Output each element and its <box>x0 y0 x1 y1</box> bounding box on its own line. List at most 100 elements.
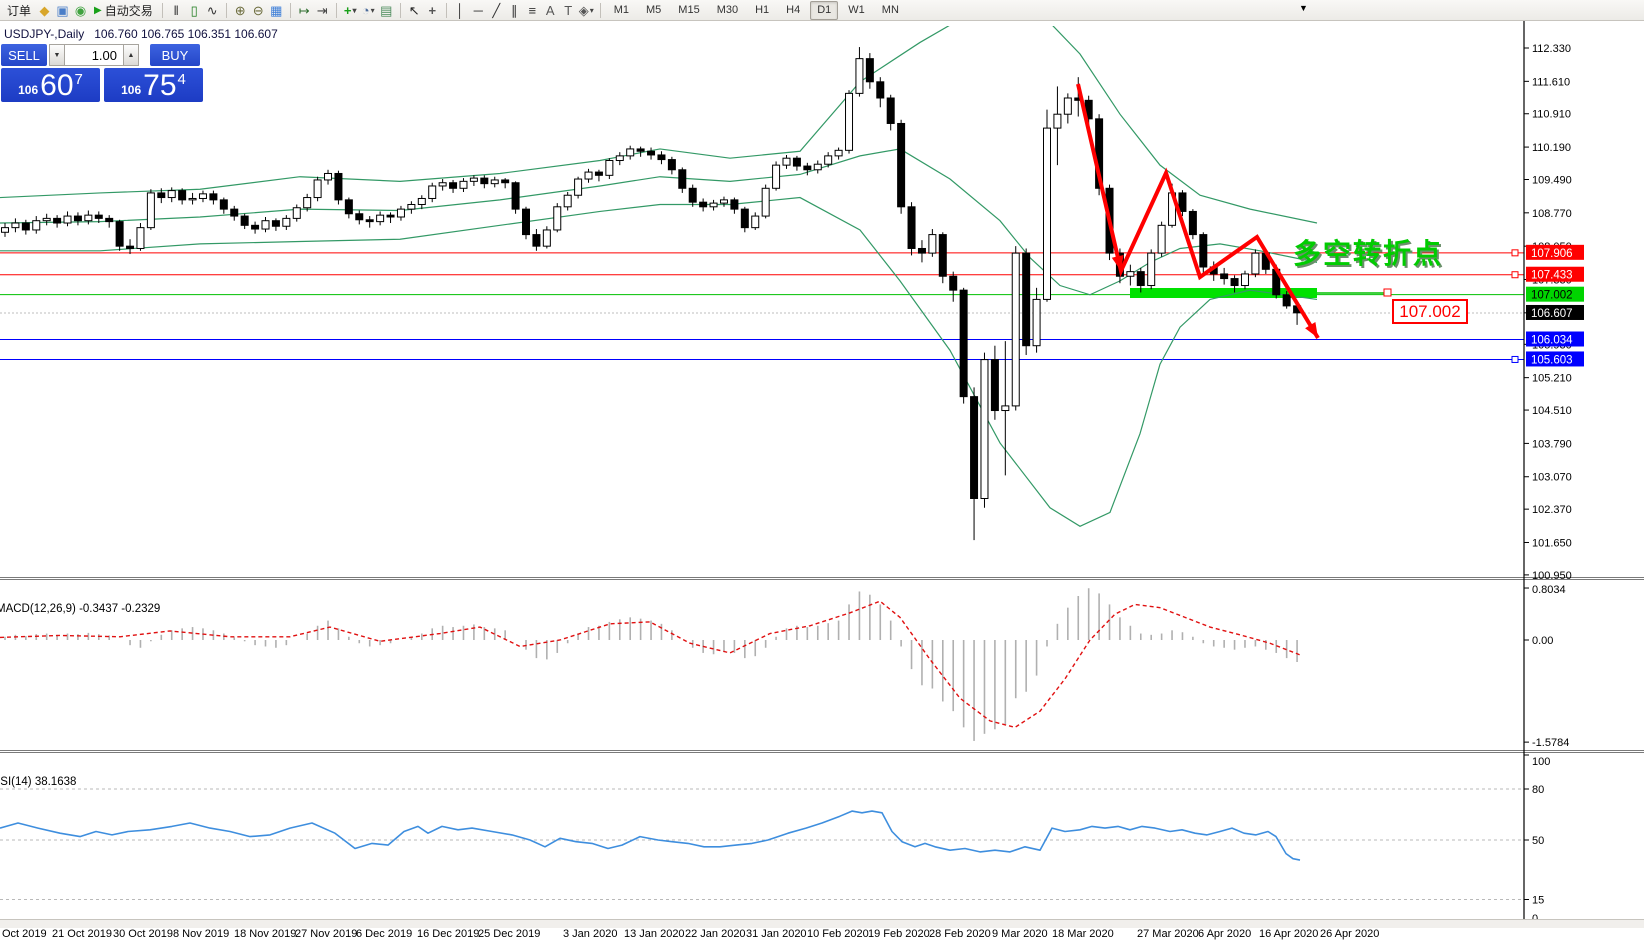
horizontal-line-icon[interactable]: ─ <box>473 2 483 18</box>
svg-text:9 Mar 2020: 9 Mar 2020 <box>992 928 1048 940</box>
svg-text:103.790: 103.790 <box>1532 438 1572 450</box>
toolbar-separator <box>335 2 337 18</box>
sell-button[interactable]: SELL <box>1 44 47 66</box>
candlestick-chart-icon[interactable]: ▯ <box>190 2 198 18</box>
price-label-107.002: 107.002 <box>1526 286 1584 302</box>
dropdown-caret-icon: ▾ <box>370 5 375 15</box>
svg-text:Oct 2019: Oct 2019 <box>2 928 47 940</box>
chart-canvas: 112.330 111.610 110.910 110.190 109.490 108.7… <box>0 21 1644 940</box>
svg-text:108.770: 108.770 <box>1532 208 1572 220</box>
timeframe-mn-button[interactable]: MN <box>881 4 899 16</box>
toolbar-separator <box>399 2 401 18</box>
text-label-icon[interactable]: T <box>564 2 573 18</box>
svg-text:22 Jan 2020: 22 Jan 2020 <box>685 928 746 940</box>
timeframe-m15-button[interactable]: M15 <box>678 4 700 16</box>
svg-text:0.8034: 0.8034 <box>1532 584 1566 596</box>
svg-text:50: 50 <box>1532 835 1544 847</box>
arrows-icon[interactable]: ◈ ▾ <box>578 2 594 18</box>
support-zone-highlight[interactable] <box>1130 288 1317 298</box>
svg-text:25 Dec 2019: 25 Dec 2019 <box>478 928 540 940</box>
fibonacci-icon[interactable]: ≡ <box>528 2 537 18</box>
chart-corner-arrow-icon[interactable]: ▼ <box>1299 3 1308 13</box>
volume-increase-button[interactable]: ▲ <box>123 44 139 66</box>
timeframe-h1-button[interactable]: H1 <box>755 4 770 16</box>
svg-text:107.002: 107.002 <box>1531 290 1573 302</box>
indicators-icon[interactable]: + ▾ <box>343 2 357 18</box>
play-icon: ▶ <box>94 4 102 16</box>
line-handle[interactable] <box>1511 271 1519 279</box>
vertical-line-icon[interactable]: │ <box>456 2 465 18</box>
rsi-pane: 1008050150 <box>0 754 1550 926</box>
svg-text:26 Apr 2020: 26 Apr 2020 <box>1320 928 1379 940</box>
ask-price-display[interactable]: 106 75 4 <box>104 68 203 102</box>
svg-text:0.00: 0.00 <box>1532 635 1553 647</box>
svg-text:107.906: 107.906 <box>1531 248 1573 260</box>
chart-shift-icon[interactable]: ⇥ <box>316 2 328 18</box>
svg-text:111.610: 111.610 <box>1532 76 1570 88</box>
trend-arrows[interactable] <box>1076 83 1323 341</box>
buy-button[interactable]: BUY <box>150 44 200 66</box>
chart-ohlc-values: 106.760 106.765 106.351 106.607 <box>94 27 278 41</box>
timeframe-d1-button[interactable]: D1 <box>810 0 839 20</box>
price-label-106.034: 106.034 <box>1526 331 1584 347</box>
bar-chart-icon[interactable]: ‖ <box>173 2 179 18</box>
dropdown-caret-icon: ▾ <box>589 5 594 15</box>
svg-text:101.650: 101.650 <box>1532 537 1572 549</box>
macd-pane: 0.8034 0.00 -1.5784 <box>0 584 1569 749</box>
svg-text:106.607: 106.607 <box>1531 308 1573 320</box>
channel-icon[interactable]: ∥ <box>510 2 518 18</box>
svg-text:112.330: 112.330 <box>1532 43 1571 55</box>
periods-icon[interactable]: ◔ ▾ <box>361 2 375 18</box>
timeframe-w1-button[interactable]: W1 <box>848 4 865 16</box>
support-price-label[interactable]: 107.002 <box>1392 299 1468 324</box>
svg-text:100: 100 <box>1532 756 1550 768</box>
templates-icon[interactable]: ▤ <box>380 2 393 18</box>
tile-windows-icon[interactable]: ▦ <box>270 2 283 18</box>
signal-icon[interactable]: ◉ <box>74 2 87 18</box>
arrowhead-icon <box>1111 255 1124 271</box>
macd-indicator-label: MACD(12,26,9) -0.3437 -0.2329 <box>0 603 161 615</box>
new-order-icon[interactable]: ◆ <box>39 2 50 18</box>
chart-symbol-period: USDJPY-,Daily <box>4 27 85 41</box>
zoom-out-icon[interactable]: ⊖ <box>252 2 264 18</box>
trendline-icon[interactable]: ╱ <box>492 2 501 18</box>
orders-button[interactable]: 订单 <box>7 3 32 18</box>
zoom-in-icon[interactable]: ⊕ <box>234 2 246 18</box>
text-icon[interactable]: A <box>545 2 555 18</box>
ask-pips: 75 <box>143 69 177 102</box>
svg-text:110.910: 110.910 <box>1532 109 1571 121</box>
spinner-down-icon: ▼ <box>53 51 61 59</box>
svg-text:13 Jan 2020: 13 Jan 2020 <box>624 928 685 940</box>
line-chart-icon[interactable]: ∿ <box>206 2 218 18</box>
svg-text:18 Mar 2020: 18 Mar 2020 <box>1052 928 1114 940</box>
timeframe-m5-button[interactable]: M5 <box>646 4 662 16</box>
price-label-105.603: 105.603 <box>1526 351 1584 367</box>
rsi-line <box>0 810 1301 861</box>
bollinger-lower-band <box>0 196 1318 527</box>
line-handle[interactable] <box>1511 355 1519 363</box>
trend-turning-point-annotation[interactable]: 多空转折点 <box>1293 237 1444 270</box>
volume-input[interactable]: 1.00 <box>65 44 123 66</box>
svg-text:16 Apr 2020: 16 Apr 2020 <box>1259 928 1318 940</box>
connector-anchor-handle[interactable] <box>1383 288 1392 297</box>
timeframe-m1-button[interactable]: M1 <box>613 4 630 16</box>
chart-window: 112.330 111.610 110.910 110.190 109.490 108.7… <box>0 21 1644 948</box>
autotrade-button[interactable]: ▶ 自动交易 <box>90 1 157 20</box>
main-toolbar: 订单 ◆ ▣ ◉ ▶ 自动交易 ‖ ▯ ∿ ⊕ ⊖ ▦ ↦ ⇥ + ▾ ◔ ▾ ▤ ↖ + │ ─ ╱ ∥ ≡ A T ◈ ▾ M1 M5 M1… <box>0 0 1644 21</box>
dropdown-caret-icon: ▾ <box>352 5 357 15</box>
timeframe-m30-button[interactable]: M30 <box>716 4 739 16</box>
cursor-icon[interactable]: ↖ <box>408 2 420 18</box>
chart-window-icon[interactable]: ▣ <box>56 2 69 18</box>
svg-text:105.210: 105.210 <box>1532 373 1572 385</box>
bid-price-display[interactable]: 106 60 7 <box>1 68 100 102</box>
line-handle[interactable] <box>1511 249 1519 257</box>
svg-text:-1.5784: -1.5784 <box>1532 737 1569 749</box>
svg-text:80: 80 <box>1532 784 1544 796</box>
crosshair-icon[interactable]: + <box>428 2 437 18</box>
toolbar-separator <box>599 2 601 18</box>
timeframe-h4-button[interactable]: H4 <box>786 4 801 16</box>
auto-scroll-icon[interactable]: ↦ <box>298 2 310 18</box>
svg-text:16 Dec 2019: 16 Dec 2019 <box>417 928 479 940</box>
volume-decrease-button[interactable]: ▼ <box>49 44 65 66</box>
